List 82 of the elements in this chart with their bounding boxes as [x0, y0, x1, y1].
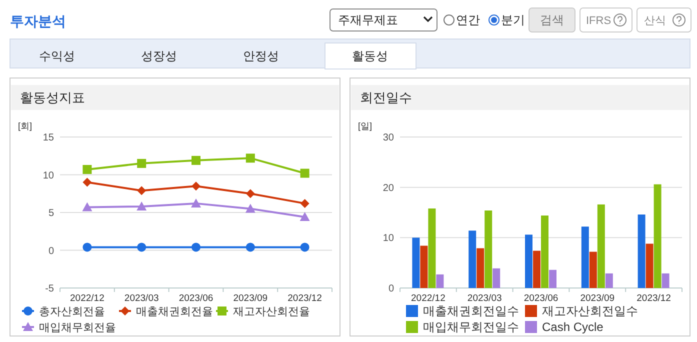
point: [192, 242, 200, 252]
text: 활동성: [352, 49, 388, 63]
bar: [476, 248, 484, 288]
point: [82, 164, 92, 174]
text: 검색: [540, 13, 564, 27]
x-tick-label: 2023/06: [524, 293, 558, 304]
x-tick-label: 2023/09: [580, 293, 615, 304]
chart-title: 활동성지표: [20, 90, 85, 105]
text: 산식: [644, 15, 666, 27]
point: [300, 212, 310, 222]
bar: [541, 216, 548, 288]
x-tick-label: 2023/03: [467, 293, 502, 304]
bar: [646, 244, 654, 288]
bar: [428, 208, 436, 288]
y-tick-label: 10: [42, 170, 54, 182]
text: 연간: [456, 13, 480, 27]
legend-label: 매입채무회전일수: [423, 320, 519, 334]
bar: [412, 238, 420, 288]
point: [137, 242, 146, 252]
bar: [662, 273, 670, 288]
point: [246, 189, 255, 198]
point: [300, 242, 310, 252]
bar: [605, 273, 613, 288]
point: [136, 201, 147, 210]
bar: [589, 252, 597, 288]
x-tick-label: 2022/12: [411, 293, 446, 304]
point: [191, 198, 201, 208]
point: [192, 156, 200, 165]
point: [246, 242, 255, 252]
text: 주재무제표: [338, 13, 398, 27]
bar: [484, 210, 492, 288]
text: 안정성: [243, 49, 279, 63]
legend-label: Cash Cycle: [542, 320, 604, 334]
point: [300, 198, 310, 208]
bar: [549, 270, 556, 288]
x-tick-label: 2023/03: [124, 293, 159, 304]
y-tick-label: 0: [48, 246, 54, 257]
text: 수익성: [39, 49, 75, 63]
legend-label: 총자산회전율: [39, 306, 105, 318]
legend-label: 재고자산회전일수: [542, 304, 638, 318]
y-tick-label: 0: [388, 284, 394, 294]
bar: [420, 246, 428, 288]
chart-title: 회전일수: [360, 90, 412, 105]
x-tick-label: 2023/12: [636, 293, 671, 304]
point: [82, 178, 92, 187]
text: 분기: [501, 13, 525, 27]
y-tick-label: 15: [42, 132, 54, 144]
y-tick-label: 30: [382, 132, 394, 144]
bar: [638, 214, 646, 288]
bar: [597, 204, 605, 288]
point: [82, 242, 92, 252]
legend-label: 매입채무회전율: [39, 322, 116, 334]
point: [137, 186, 146, 196]
y-tick-label: 20: [382, 182, 394, 194]
y-tick-label: 10: [382, 233, 394, 244]
point: [192, 182, 200, 191]
bar: [525, 234, 532, 288]
x-tick-label: 2022/12: [70, 293, 104, 304]
y-axis-title: [일]: [358, 121, 372, 131]
point: [246, 154, 255, 163]
bar: [492, 268, 500, 288]
bar: [436, 274, 444, 288]
bar: [581, 226, 589, 288]
x-tick-label: 2023/12: [288, 293, 322, 304]
point: [137, 158, 146, 168]
point: [245, 204, 256, 213]
x-tick-label: 2023/06: [178, 293, 214, 304]
legend-label: 매출채권회전일수: [423, 304, 519, 318]
legend-label: 매출채권회전율: [136, 306, 213, 318]
text: IFRS: [586, 15, 612, 27]
y-tick-label: 5: [48, 208, 54, 219]
legend-label: 재고자산회전율: [233, 306, 310, 318]
point: [82, 202, 92, 212]
y-axis-title: [회]: [18, 121, 32, 131]
text: 성장성: [141, 49, 177, 63]
bar: [468, 230, 476, 288]
x-tick-label: 2023/09: [233, 293, 268, 304]
text: 투자분석: [10, 13, 66, 29]
bar: [533, 250, 540, 288]
y-tick-label: -5: [45, 284, 54, 294]
point: [300, 168, 310, 178]
bar: [654, 184, 662, 288]
